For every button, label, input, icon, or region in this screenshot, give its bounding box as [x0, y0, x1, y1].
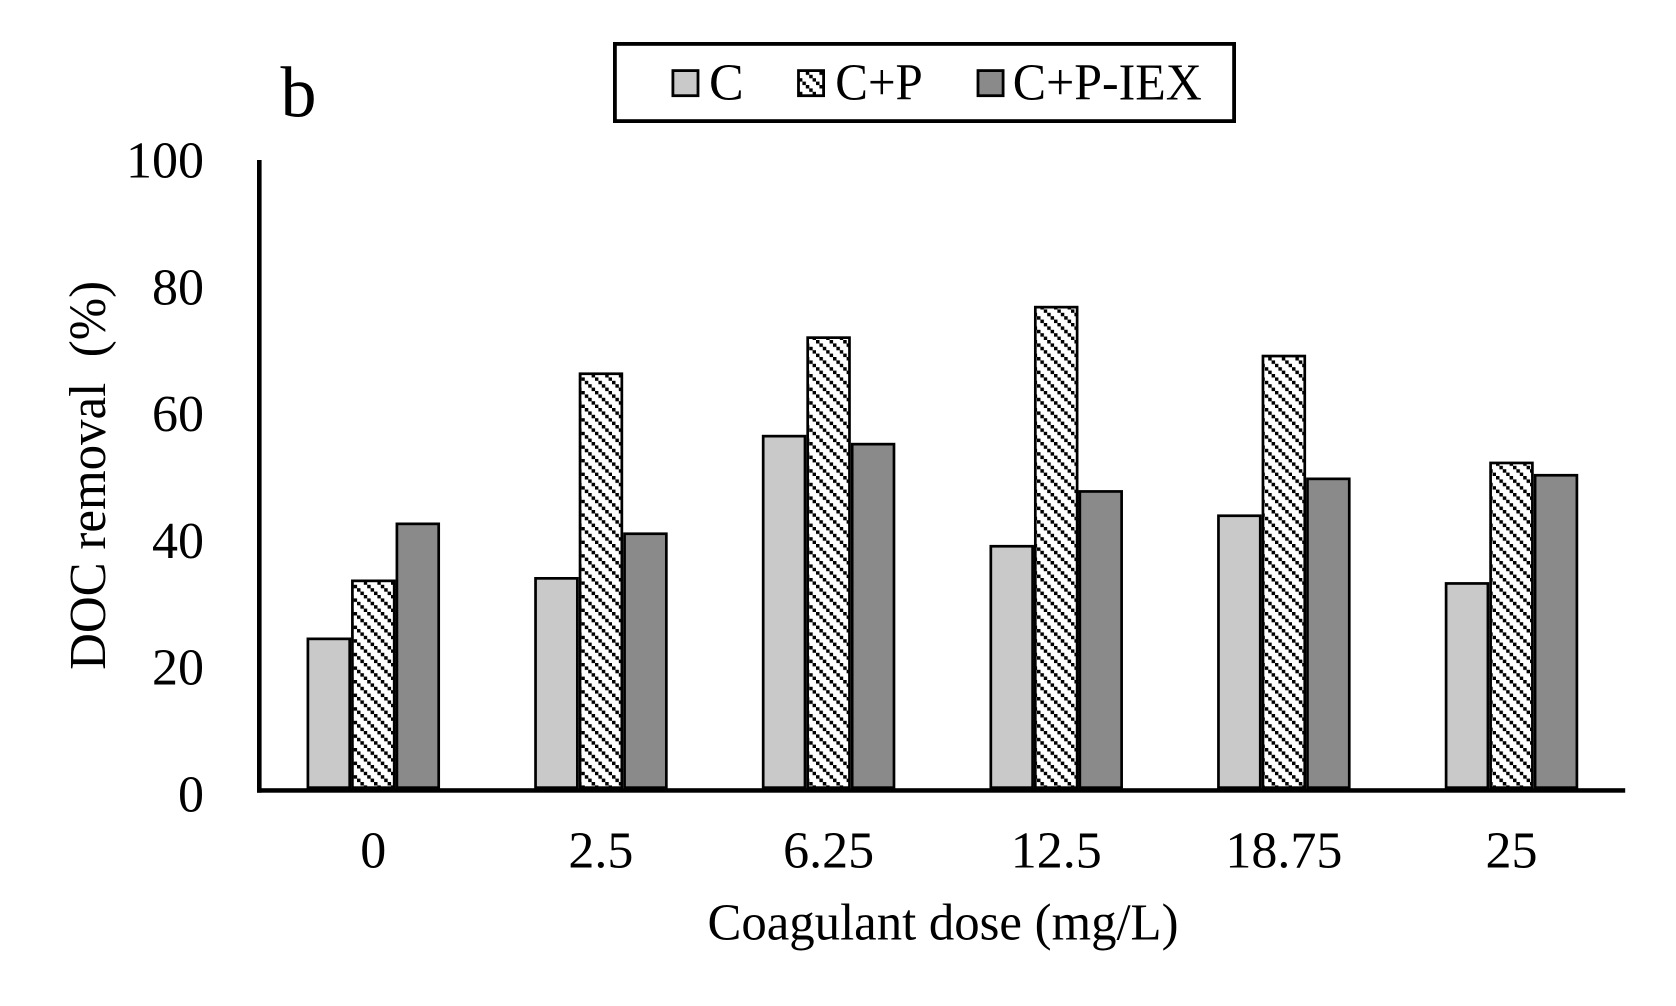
- svg-text:C+P: C+P: [835, 55, 923, 112]
- svg-text:C: C: [709, 55, 744, 112]
- svg-text:80: 80: [152, 259, 204, 316]
- svg-text:6.25: 6.25: [783, 822, 874, 879]
- svg-text:C+P-IEX: C+P-IEX: [1013, 55, 1202, 112]
- svg-text:100: 100: [126, 133, 204, 190]
- svg-text:20: 20: [152, 640, 204, 697]
- svg-text:2.5: 2.5: [568, 822, 633, 879]
- svg-text:DOC removal (%): DOC removal (%): [60, 281, 117, 670]
- svg-text:0: 0: [178, 766, 204, 823]
- svg-text:12.5: 12.5: [1011, 822, 1102, 879]
- svg-text:40: 40: [152, 513, 204, 570]
- svg-text:25: 25: [1486, 822, 1538, 879]
- svg-text:Coagulant dose (mg/L): Coagulant dose (mg/L): [708, 894, 1179, 951]
- svg-text:b: b: [281, 53, 317, 133]
- svg-text:18.75: 18.75: [1225, 822, 1342, 879]
- svg-text:0: 0: [360, 822, 386, 879]
- svg-text:60: 60: [152, 386, 204, 443]
